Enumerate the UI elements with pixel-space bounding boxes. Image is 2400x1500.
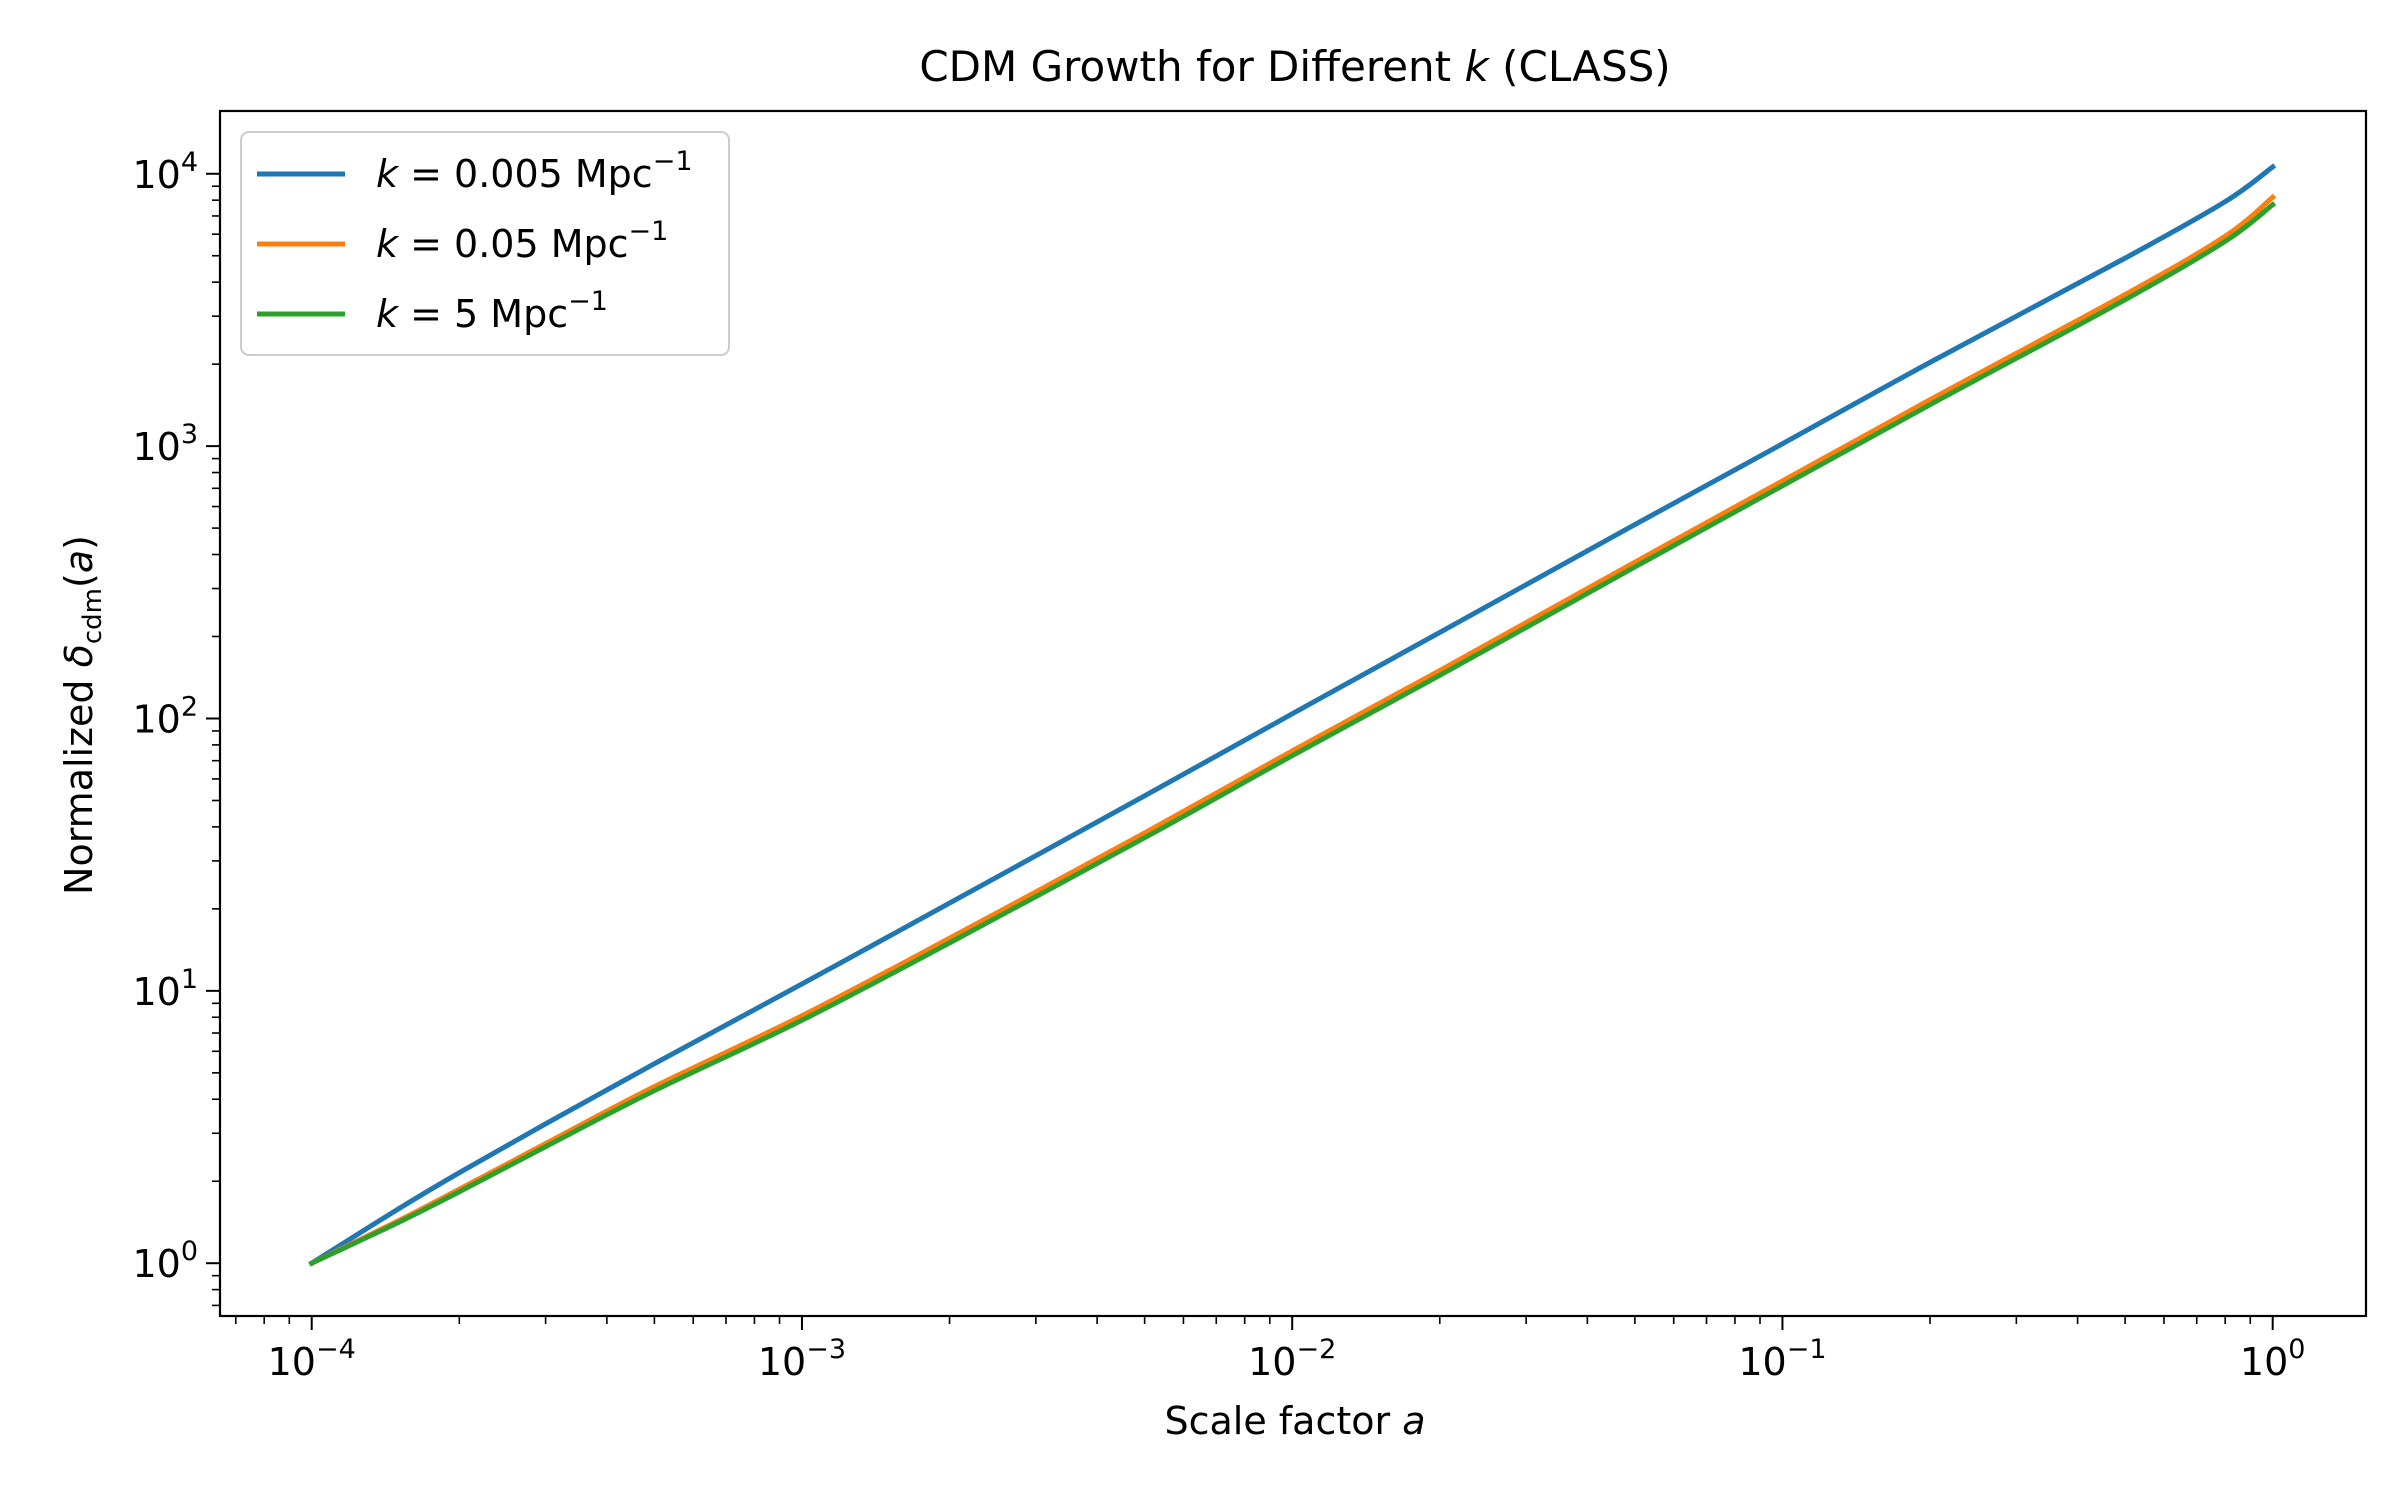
y-axis: 100 101 102 103 104 [132, 147, 220, 1307]
y-tick-label: 101 [132, 964, 198, 1014]
series-line-0 [308, 163, 2277, 1267]
x-tick-label: 10−1 [1738, 1334, 1826, 1384]
chart-title: CDM Growth for Different k (CLASS) [919, 42, 1670, 91]
y-tick-label: 100 [132, 1236, 198, 1286]
x-axis: 10−4 10−3 10−2 10−1 100 [234, 1316, 2306, 1384]
y-tick-label: 102 [132, 691, 198, 741]
x-tick-label: 10−4 [268, 1334, 356, 1384]
series-line-2 [308, 201, 2277, 1267]
series-line-1 [308, 193, 2277, 1267]
legend-label-1: k = 0.05 Mpc−1 [376, 216, 668, 266]
y-tick-label: 104 [132, 147, 198, 197]
x-tick-label: 10−3 [758, 1334, 846, 1384]
legend-label-0: k = 0.005 Mpc−1 [376, 146, 693, 196]
legend-label-2: k = 5 Mpc−1 [376, 286, 608, 336]
legend: k = 0.005 Mpc−1 k = 0.05 Mpc−1 k = 5 Mpc−1 [240, 131, 730, 356]
x-tick-label: 100 [2240, 1334, 2306, 1384]
series-layer [308, 163, 2277, 1267]
y-tick-label: 103 [132, 419, 198, 469]
legend-box [240, 131, 730, 356]
x-tick-label: 10−2 [1248, 1334, 1336, 1384]
x-axis-label: Scale factor a [1164, 1399, 1425, 1443]
y-axis-label: Normalized δcdm(a) [57, 535, 108, 895]
